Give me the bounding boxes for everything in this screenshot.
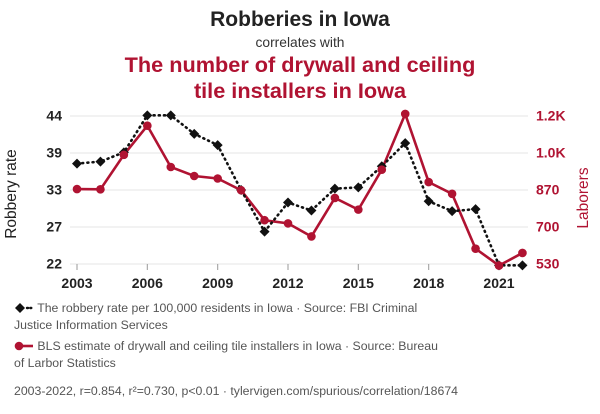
svg-text:2021: 2021	[483, 275, 514, 291]
svg-text:2006: 2006	[132, 275, 163, 291]
svg-text:22: 22	[46, 256, 62, 272]
svg-text:27: 27	[46, 219, 62, 235]
svg-text:2003: 2003	[61, 275, 92, 291]
svg-text:2009: 2009	[202, 275, 233, 291]
svg-text:700: 700	[536, 219, 560, 235]
svg-text:870: 870	[536, 182, 560, 198]
svg-text:1.0K: 1.0K	[536, 145, 566, 161]
svg-text:39: 39	[46, 145, 62, 161]
svg-text:44: 44	[46, 108, 62, 124]
svg-text:Laborers: Laborers	[575, 167, 592, 228]
svg-text:530: 530	[536, 256, 560, 272]
svg-text:2015: 2015	[343, 275, 374, 291]
svg-text:2012: 2012	[272, 275, 303, 291]
svg-text:2018: 2018	[413, 275, 444, 291]
svg-text:Robbery rate: Robbery rate	[3, 149, 20, 239]
svg-text:33: 33	[46, 182, 62, 198]
svg-text:1.2K: 1.2K	[536, 108, 566, 124]
